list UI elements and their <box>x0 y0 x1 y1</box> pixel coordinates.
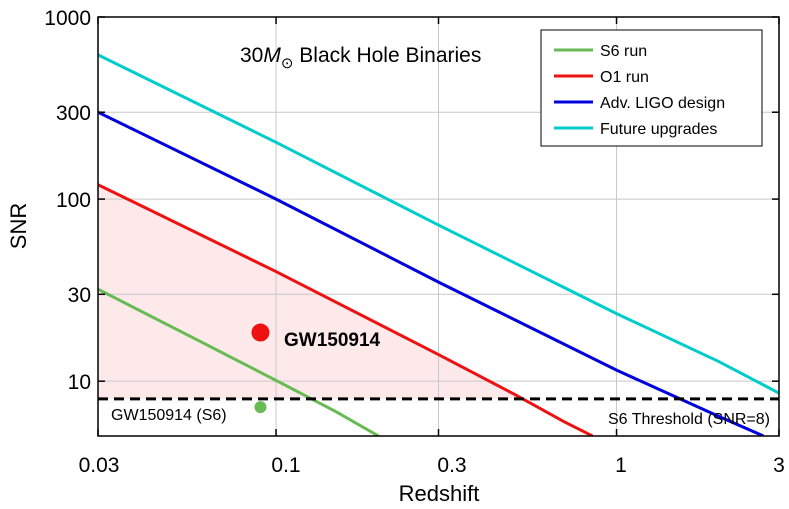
x-tick-label: 0.3 <box>437 454 466 477</box>
series-lines <box>98 53 779 436</box>
y-tick-label: 10 <box>68 371 91 394</box>
axis-ticks <box>97 16 780 436</box>
y-tick-label: 100 <box>56 189 91 212</box>
legend-label-future: Future upgrades <box>600 121 717 138</box>
y-axis-label: SNR <box>6 203 31 249</box>
o1-shaded-region <box>98 184 523 399</box>
gw150914-s6-point <box>254 401 267 414</box>
series-line-future <box>98 53 779 395</box>
y-tick-label: 1000 <box>44 7 91 30</box>
chart-title: 30M⊙ Black Hole Binaries <box>240 44 481 72</box>
gw150914-s6-label: GW150914 (S6) <box>111 407 227 424</box>
y-tick-label: 300 <box>56 102 91 125</box>
x-axis-label: Redshift <box>399 481 480 506</box>
x-tick-label: 3 <box>773 454 785 477</box>
series-line-o1 <box>98 183 594 436</box>
series-line-s6 <box>98 287 380 436</box>
y-tick-label: 30 <box>68 284 91 307</box>
legend-label-s6: S6 run <box>600 43 647 60</box>
threshold-label: S6 Threshold (SNR=8) <box>608 411 770 428</box>
series-line-aligo <box>98 110 765 436</box>
gw150914-label: GW150914 <box>284 330 381 351</box>
x-tick-label: 1 <box>615 454 627 477</box>
legend: S6 run O1 run Adv. LIGO design Future up… <box>540 29 763 147</box>
legend-label-aligo: Adv. LIGO design <box>600 95 725 112</box>
legend-label-o1: O1 run <box>600 69 649 86</box>
x-tick-label: 0.1 <box>271 454 300 477</box>
x-tick-label: 0.03 <box>79 454 120 477</box>
gw150914-point <box>251 323 270 342</box>
